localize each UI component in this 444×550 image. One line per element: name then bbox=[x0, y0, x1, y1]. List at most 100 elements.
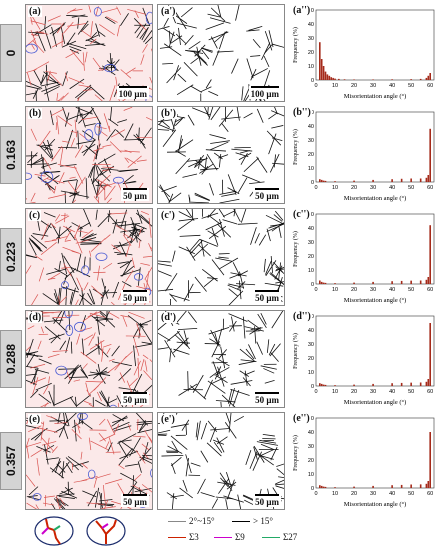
boundary-legend: 2°~15° > 15° Σ3 Σ9 Σ27 bbox=[0, 512, 444, 550]
sigma27-schematic-icon bbox=[86, 516, 126, 546]
sigma27-swatch bbox=[262, 536, 280, 538]
scale-bar: 50 μm bbox=[253, 188, 281, 201]
histogram-bar bbox=[334, 385, 336, 386]
histogram-bar bbox=[320, 281, 323, 284]
x-tick-label: 20 bbox=[351, 185, 357, 191]
x-tick-label: 0 bbox=[314, 185, 317, 191]
y-axis-label: Frequency (%) bbox=[292, 27, 299, 63]
histogram-bar bbox=[322, 180, 325, 182]
histogram-bar bbox=[391, 179, 393, 182]
x-tick-label: 30 bbox=[370, 287, 376, 293]
y-tick-label: 20 bbox=[308, 458, 314, 464]
x-axis-label: Misorientation angle (°) bbox=[344, 399, 407, 406]
panel-label: (c') bbox=[160, 210, 176, 221]
y-tick-label: 40 bbox=[308, 22, 314, 28]
x-tick-label: 60 bbox=[427, 185, 433, 191]
y-tick-label: 30 bbox=[308, 240, 314, 246]
histogram-bar bbox=[425, 483, 428, 488]
y-tick-label: 10 bbox=[308, 268, 314, 274]
histogram-bar bbox=[322, 384, 325, 386]
plot-frame bbox=[315, 9, 435, 81]
x-tick-label: 60 bbox=[427, 83, 433, 89]
x-tick-label: 10 bbox=[332, 287, 338, 293]
ebsd-boundary-map: (a) 100 μm bbox=[25, 4, 153, 102]
figure-row: 0.223 (c) 50 μm (c') 50 μm 0 10 20 30 40 50 0 10 20 30… bbox=[0, 208, 444, 306]
histogram-bar bbox=[425, 279, 428, 284]
histogram-bar bbox=[400, 484, 403, 488]
histogram-bar bbox=[391, 383, 393, 386]
scale-bar: 50 μm bbox=[121, 290, 149, 303]
y-tick-label: 20 bbox=[308, 356, 314, 362]
y-tick-label: 10 bbox=[308, 166, 314, 172]
histogram-bar bbox=[427, 75, 430, 80]
histogram-bar bbox=[334, 283, 336, 284]
y-tick-label: 0 bbox=[311, 282, 314, 288]
y-tick-label: 30 bbox=[308, 138, 314, 144]
histogram-bar bbox=[391, 79, 393, 80]
histogram-bar bbox=[372, 485, 374, 488]
y-tick-label: 40 bbox=[308, 430, 314, 436]
panel-label: (a'') bbox=[292, 5, 312, 16]
panel-label: (a') bbox=[160, 6, 177, 17]
y-axis-label: Frequency (%) bbox=[292, 435, 299, 471]
histogram-bar bbox=[324, 71, 327, 80]
y-tick-label: 30 bbox=[308, 444, 314, 450]
histogram-bar bbox=[419, 78, 422, 80]
grain-boundary-map: (a') 100 μm bbox=[157, 4, 285, 102]
histogram-bar bbox=[410, 484, 412, 488]
plot-frame bbox=[315, 417, 435, 489]
x-tick-label: 40 bbox=[389, 491, 395, 497]
grain-boundary-map: (d') 50 μm bbox=[157, 310, 285, 408]
panel-label: (a) bbox=[28, 6, 42, 17]
histogram-bar bbox=[322, 486, 325, 488]
histogram-bar bbox=[334, 487, 336, 488]
x-tick-label: 30 bbox=[370, 491, 376, 497]
x-tick-label: 30 bbox=[370, 389, 376, 395]
histogram-bar bbox=[320, 179, 323, 182]
scale-bar: 100 μm bbox=[248, 86, 281, 99]
ebsd-boundary-map: (e) 50 μm bbox=[25, 412, 153, 510]
y-tick-label: 30 bbox=[308, 342, 314, 348]
x-tick-label: 50 bbox=[408, 287, 414, 293]
x-tick-label: 60 bbox=[427, 491, 433, 497]
histogram-bar bbox=[400, 382, 403, 386]
histogram-bar bbox=[427, 277, 430, 284]
scale-bar: 50 μm bbox=[121, 188, 149, 201]
histogram-bar bbox=[353, 180, 355, 182]
legend-sigma27: Σ27 bbox=[262, 532, 297, 542]
histogram-bar bbox=[391, 485, 393, 488]
histogram-bar bbox=[320, 59, 323, 80]
histogram-bar bbox=[324, 282, 327, 284]
grain-boundary-map: (e') 50 μm bbox=[157, 412, 285, 510]
y-tick-label: 10 bbox=[308, 370, 314, 376]
plot-frame bbox=[315, 315, 435, 387]
histogram-bar bbox=[320, 485, 323, 488]
y-tick-label: 20 bbox=[308, 254, 314, 260]
panel-label: (c) bbox=[28, 210, 42, 221]
x-tick-label: 30 bbox=[370, 83, 376, 89]
x-tick-label: 10 bbox=[332, 389, 338, 395]
x-tick-label: 20 bbox=[351, 287, 357, 293]
x-tick-label: 60 bbox=[427, 287, 433, 293]
y-tick-label: 40 bbox=[308, 124, 314, 130]
panel-label: (b'') bbox=[292, 107, 312, 118]
histogram-bar bbox=[419, 280, 422, 284]
histogram-bar bbox=[319, 280, 321, 284]
histogram-bar bbox=[391, 281, 393, 284]
grain-boundary-map: (c') 50 μm bbox=[157, 208, 285, 306]
x-tick-label: 0 bbox=[314, 491, 317, 497]
panel-label: (d) bbox=[28, 312, 43, 323]
histogram-bar bbox=[429, 73, 431, 80]
histogram-bar bbox=[322, 282, 325, 284]
histogram-bar bbox=[324, 180, 327, 182]
panel-label: (c'') bbox=[292, 209, 311, 220]
strain-value: 0.163 bbox=[4, 139, 18, 171]
histogram-bar bbox=[320, 383, 323, 386]
x-tick-label: 50 bbox=[408, 185, 414, 191]
hagb-swatch bbox=[232, 520, 250, 522]
y-tick-label: 40 bbox=[308, 226, 314, 232]
